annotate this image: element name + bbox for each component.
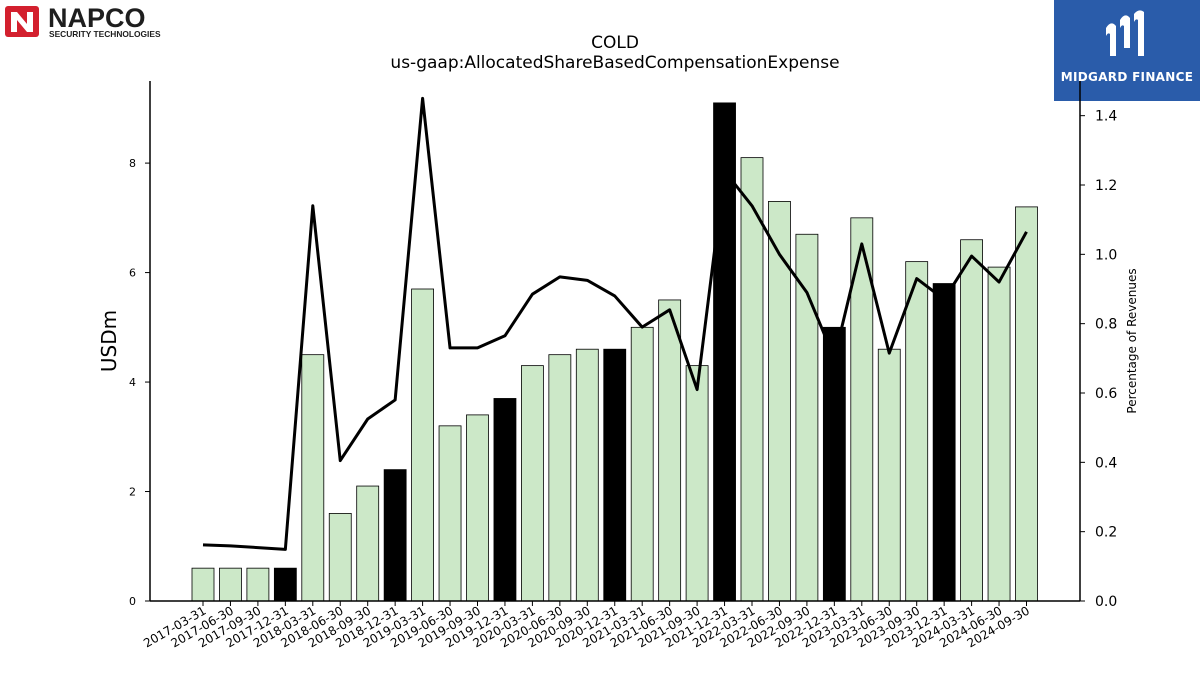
bar-2023-06-30 [877, 348, 901, 602]
y-axis-label: USDm [97, 310, 121, 372]
napco-tagline-text: SECURITY TECHNOLOGIES [49, 29, 161, 39]
bar-2019-03-31 [411, 288, 435, 602]
y-tick-label: 0 [129, 595, 136, 608]
bar-2024-09-30 [1015, 206, 1038, 602]
y2-tick-label: 0.2 [1095, 525, 1117, 541]
line-layer [202, 96, 1028, 551]
bar-2019-12-31 [493, 398, 517, 602]
y-tick-label: 4 [129, 376, 136, 389]
bar-2017-09-30 [246, 567, 270, 602]
bar-2022-12-31 [822, 326, 846, 602]
bar-2018-12-31 [383, 469, 407, 602]
midgard-brand-text: MIDGARD FINANCE [1060, 70, 1194, 84]
bar-2017-03-31 [191, 567, 215, 602]
bar-2020-09-30 [575, 348, 599, 602]
bar-2022-03-31 [740, 157, 764, 602]
y2-axis-label: Percentage of Revenues [1125, 268, 1139, 413]
bar-2021-03-31 [630, 326, 654, 602]
y2-tick-label: 0.8 [1095, 317, 1117, 333]
napco-logo: NAPCO SECURITY TECHNOLOGIES [4, 3, 210, 40]
bar-2017-06-30 [219, 567, 242, 602]
midgard-logo: MIDGARD FINANCE [1054, 0, 1200, 101]
bar-2018-03-31 [301, 354, 325, 602]
bar-2019-09-30 [466, 414, 489, 602]
napco-n-icon [5, 6, 39, 37]
midgard-m-icon [1106, 10, 1144, 56]
bar-2023-12-31 [932, 283, 956, 602]
bar-2021-09-30 [685, 365, 709, 602]
y2-tick-label: 0.0 [1095, 594, 1117, 610]
y2-tick-label: 0.4 [1095, 455, 1117, 471]
chart-title: COLD [591, 33, 639, 53]
y2-tick-label: 1.2 [1095, 178, 1117, 194]
bar-2024-06-30 [987, 266, 1011, 602]
y-tick-label: 2 [129, 486, 136, 499]
bar-2024-03-31 [960, 239, 983, 602]
y-tick-label: 8 [129, 157, 136, 170]
bar-2023-09-30 [905, 261, 929, 602]
bar-2022-09-30 [795, 233, 819, 602]
bar-2017-12-31 [273, 567, 297, 602]
y2-tick-label: 1.4 [1095, 109, 1117, 125]
y2-tick-label: 0.6 [1095, 386, 1117, 402]
chart-subtitle: us-gaap:AllocatedShareBasedCompensationE… [390, 53, 839, 73]
bar-2018-06-30 [328, 513, 352, 602]
revenue-pct-line [202, 96, 1028, 551]
bar-2020-06-30 [548, 354, 572, 602]
bar-2019-06-30 [438, 425, 462, 602]
bars-layer [191, 102, 1038, 602]
bar-2020-12-31 [603, 348, 627, 602]
bar-2018-09-30 [356, 485, 380, 602]
napco-brand-text: NAPCO [48, 4, 146, 33]
bar-2022-06-30 [768, 201, 791, 602]
y-tick-label: 6 [129, 267, 136, 280]
bar-2020-03-31 [521, 365, 544, 602]
bar-2021-06-30 [658, 299, 682, 602]
y2-tick-label: 1.0 [1095, 247, 1117, 263]
